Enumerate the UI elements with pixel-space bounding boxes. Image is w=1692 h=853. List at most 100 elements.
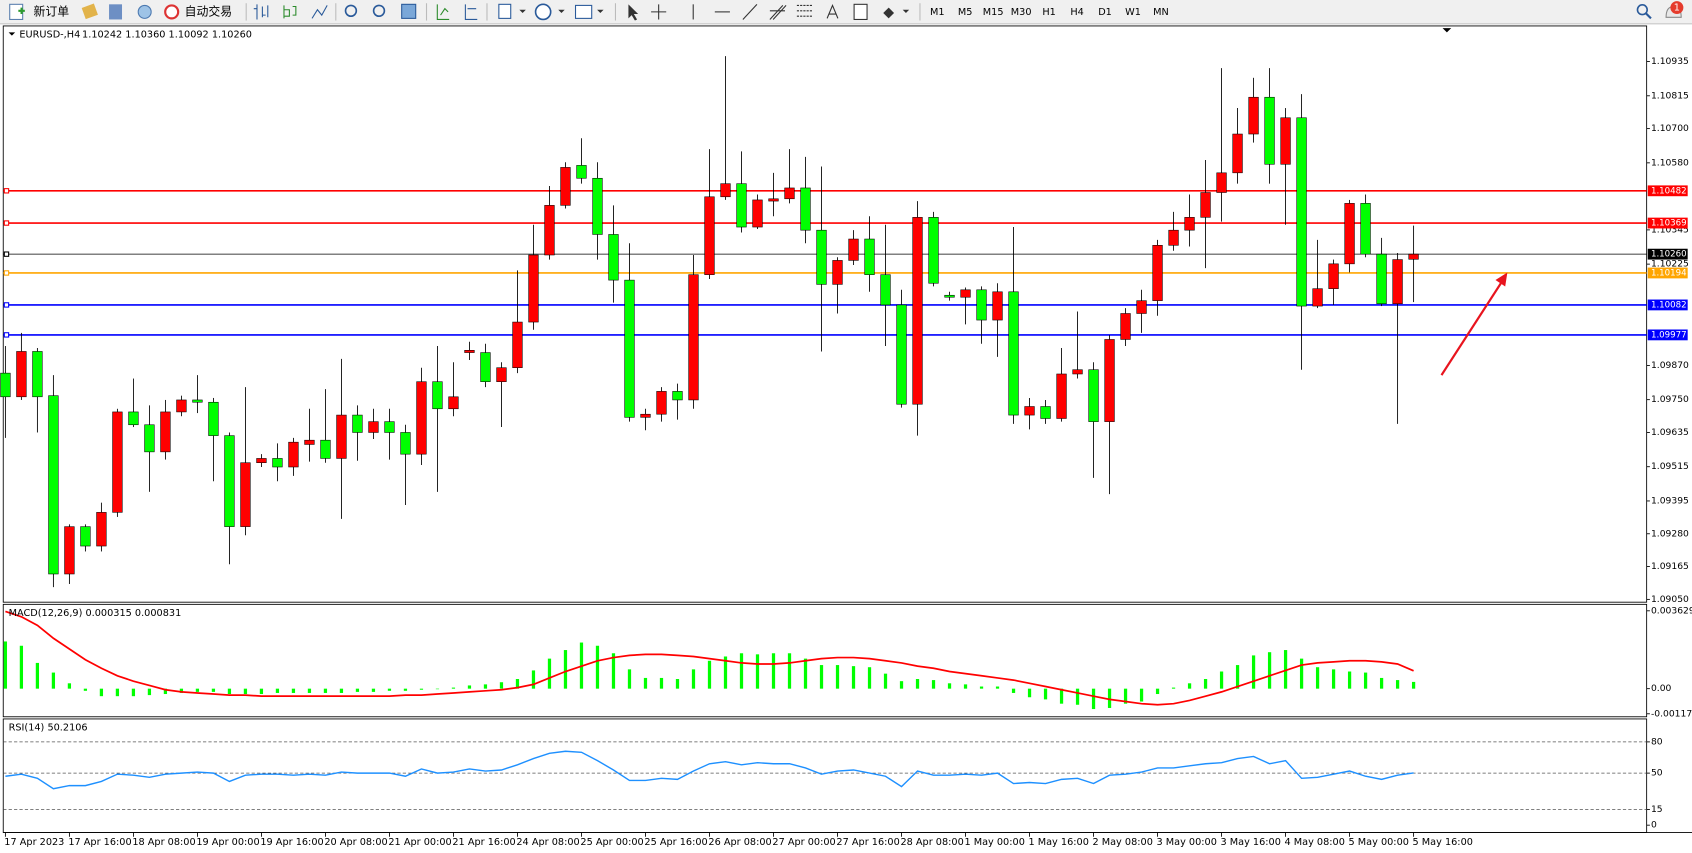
- dropdown[interactable]: [902, 9, 910, 13]
- candle-body: [256, 458, 267, 463]
- search-button[interactable]: [1636, 4, 1648, 16]
- macd-bar: [643, 677, 648, 689]
- zoom-in[interactable]: [344, 4, 358, 18]
- icon[interactable]: [109, 4, 123, 20]
- level-price-label: 1.10260: [1651, 250, 1687, 260]
- timeframe-button[interactable]: M1: [930, 7, 945, 18]
- macd-bar: [1203, 679, 1208, 689]
- symbol-menu[interactable]: [8, 32, 16, 36]
- templates[interactable]: [574, 4, 593, 19]
- label-tool[interactable]: [853, 3, 868, 21]
- timeframe-button[interactable]: MN: [1153, 7, 1169, 18]
- candle-body: [752, 199, 763, 228]
- macd-bar: [275, 688, 280, 693]
- candle-body: [864, 238, 875, 275]
- macd-bar: [627, 669, 632, 689]
- level-handle: [3, 270, 10, 276]
- timeframe-button[interactable]: H4: [1070, 7, 1083, 18]
- level-price-box: [1647, 217, 1688, 229]
- tile-windows[interactable]: [401, 3, 417, 19]
- y-tick-label: 50: [1651, 768, 1663, 779]
- macd-bar: [1123, 688, 1128, 704]
- macd-bar: [259, 688, 264, 695]
- candle-body: [432, 381, 443, 410]
- y-tick-label: 1.10580: [1651, 157, 1689, 168]
- timeframe-button[interactable]: H1: [1042, 7, 1055, 18]
- rsi-line: [5, 750, 1414, 790]
- button-label: 自动交易: [185, 4, 232, 18]
- y-tick-label: 1.09515: [1651, 461, 1689, 472]
- fibo-tool[interactable]: [796, 4, 812, 17]
- icon[interactable]: [253, 4, 269, 20]
- y-tick-label: 15: [1651, 804, 1663, 815]
- candle-body: [672, 391, 683, 401]
- candle-body: [272, 458, 283, 468]
- candle-body: [1280, 117, 1291, 165]
- icon: [18, 7, 25, 15]
- arrows-tool[interactable]: [883, 7, 895, 19]
- icon[interactable]: [436, 4, 450, 21]
- icon[interactable]: [137, 4, 152, 19]
- cursor-tool[interactable]: [628, 4, 639, 21]
- candle-body: [896, 304, 907, 405]
- candle-body: [1104, 339, 1115, 422]
- macd-bar: [1171, 687, 1176, 689]
- time-label: 3 May 00:00: [1156, 837, 1216, 848]
- dropdown[interactable]: [558, 9, 565, 13]
- candle-body: [64, 526, 75, 575]
- macd-bar: [947, 683, 952, 689]
- icon[interactable]: [81, 3, 98, 20]
- candle-body: [480, 352, 491, 382]
- candle-body: [112, 411, 123, 513]
- macd-bar: [707, 660, 712, 689]
- icon[interactable]: [311, 5, 328, 19]
- time-label: 27 Apr 16:00: [836, 837, 899, 848]
- time-label: 26 Apr 08:00: [708, 837, 771, 848]
- timeframe-button[interactable]: M5: [958, 7, 973, 18]
- candle-body: [336, 414, 347, 459]
- trendline-tool[interactable]: [742, 3, 758, 20]
- periods[interactable]: [534, 3, 552, 21]
- y-tick-label: 0.00: [1651, 683, 1672, 694]
- time-label: 28 Apr 08:00: [900, 837, 963, 848]
- candle-body: [1088, 369, 1099, 422]
- badge: [1670, 1, 1684, 15]
- zoom-out[interactable]: [372, 4, 386, 18]
- macd-bar: [931, 680, 936, 689]
- time-label: 5 May 16:00: [1413, 837, 1473, 848]
- crosshair-tool[interactable]: [651, 4, 667, 20]
- macd-bar: [1379, 677, 1384, 689]
- candle-body: [1392, 259, 1403, 305]
- macd-bar: [1043, 688, 1048, 700]
- level-price-box: [1647, 329, 1688, 341]
- time-label: 21 Apr 16:00: [452, 837, 515, 848]
- macd-bar: [867, 667, 872, 689]
- icon[interactable]: [283, 5, 297, 19]
- dropdown[interactable]: [597, 9, 604, 13]
- auto-trading-button[interactable]: 自动交易: [164, 4, 232, 20]
- candle-body: [240, 462, 251, 527]
- timeframe-button[interactable]: M15: [983, 7, 1004, 18]
- timeframe-button[interactable]: D1: [1098, 7, 1112, 18]
- y-tick-label: 1.09280: [1651, 528, 1689, 539]
- candle-body: [688, 274, 699, 401]
- y-tick-label: 1.10935: [1651, 56, 1689, 67]
- macd-bar: [19, 645, 24, 689]
- macd-bar: [787, 653, 792, 689]
- timeframe-button[interactable]: W1: [1125, 7, 1141, 18]
- candle-body: [1040, 406, 1051, 419]
- search-button[interactable]: [1644, 12, 1652, 20]
- icon[interactable]: [464, 4, 478, 21]
- text-tool[interactable]: [826, 4, 839, 19]
- y-tick-label: 1.10815: [1651, 90, 1689, 101]
- timeframe-button[interactable]: M30: [1011, 7, 1032, 18]
- indicators[interactable]: [498, 3, 512, 19]
- new-order-button[interactable]: 新订单: [9, 3, 69, 21]
- macd-bar: [899, 681, 904, 689]
- channel-tool[interactable]: [769, 5, 787, 20]
- candle-body: [1136, 300, 1147, 314]
- dropdown[interactable]: [519, 9, 526, 13]
- macd-bar: [323, 688, 328, 693]
- macd-bar: [1011, 688, 1016, 693]
